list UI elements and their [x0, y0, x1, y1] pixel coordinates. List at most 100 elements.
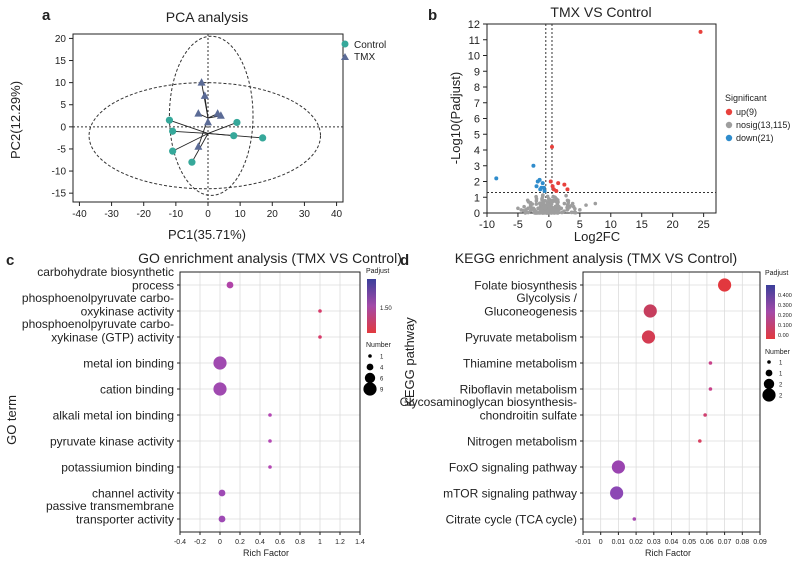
volcano-legend-title: Significant: [725, 93, 767, 103]
kegg-color-legend-title: Padjust: [765, 270, 788, 277]
pca-xtick-label: 0: [205, 209, 211, 220]
volcano-ytick-label: 5: [474, 129, 480, 141]
kegg-size-legend-dot: [765, 369, 773, 377]
volcano-ytick-label: 6: [474, 114, 480, 126]
volcano-nosig-point: [531, 206, 536, 211]
volcano-nosig-point: [584, 203, 588, 207]
go-xtick-label: 0.6: [275, 539, 285, 546]
pca-xtick-label: 40: [331, 209, 343, 220]
go-xtick-label: -0.4: [174, 539, 186, 546]
kegg-color-tick: 0.200: [778, 313, 792, 319]
pca-xtick-label: -20: [136, 209, 151, 220]
pca-control-point: [169, 127, 177, 135]
pca-legend-control-marker: [341, 40, 349, 48]
go-size-legend-dot: [363, 382, 377, 396]
volcano-xlabel: Log2FC: [574, 229, 620, 244]
kegg-term-label: Glycosaminoglycan biosynthesis-: [400, 395, 577, 409]
volcano-nosig-point: [532, 211, 537, 215]
go-bubble: [268, 465, 272, 469]
kegg-title: KEGG enrichment analysis (TMX VS Control…: [455, 250, 737, 266]
go-bubble: [318, 309, 322, 313]
volcano-xtick-label: -10: [479, 219, 495, 231]
volcano-nosig-point: [578, 208, 582, 212]
volcano-up-point: [565, 187, 570, 192]
kegg-color-ticks: 0.400 0.300 0.200 0.100 0.00: [778, 293, 792, 339]
go-xtick-label: 1.2: [335, 539, 345, 546]
go-term-label: alkali metal ion binding: [53, 409, 174, 423]
go-ylabel: GO term: [4, 395, 19, 445]
volcano-legend: Significant up(9) nosig(13,115) down(21): [725, 93, 790, 143]
kegg-color-tick: 0.400: [778, 293, 792, 299]
volcano-nosig-point: [571, 204, 576, 209]
kegg-size-legend-label: 1: [779, 372, 783, 378]
volcano-nosig-point: [522, 204, 526, 209]
go-xtick-label: 0: [218, 539, 222, 546]
volcano-down-point: [541, 185, 546, 190]
pca-tmx-point: [204, 117, 212, 126]
kegg-xtick-label: 0: [599, 539, 603, 546]
go-color-bar: [367, 279, 376, 333]
go-color-legend-title: Padjust: [366, 268, 389, 275]
kegg-term-label: Thiamine metabolism: [463, 357, 577, 371]
panel-letter-c: c: [6, 252, 14, 269]
pca-xtick-label: 30: [299, 209, 311, 220]
panel-letter-a: a: [42, 7, 51, 24]
go-xlabel: Rich Factor: [243, 548, 289, 558]
pca-ytick-label: 15: [55, 56, 67, 67]
go-grid: [179, 272, 361, 532]
kegg-bubble: [611, 460, 626, 474]
go-term-label: phosphoenolpyruvate carbo-: [22, 291, 174, 305]
go-xtick-label: -0.2: [194, 539, 206, 546]
pca-control-point: [230, 132, 238, 140]
go-term-label: xykinase (GTP) activity: [51, 331, 174, 345]
volcano-xtick-label: 10: [605, 219, 617, 231]
pca-xtick-label: -10: [169, 209, 184, 220]
volcano-xtick-label: 25: [697, 219, 709, 231]
volcano-up-point: [562, 182, 567, 187]
volcano-ytick-label: 1: [474, 192, 480, 204]
kegg-size-legend-label: 1: [779, 361, 783, 367]
kegg-term-label: Folate biosynthesis: [474, 279, 577, 293]
kegg-xtick-label: 0.09: [753, 539, 767, 546]
go-xtick-label: 1.4: [355, 539, 365, 546]
go-term-label: potassiumion binding: [61, 461, 174, 475]
volcano-ytick-label: 8: [474, 82, 480, 94]
pca-ylabel: PC2(12.29%): [8, 81, 23, 159]
pca-tmx-point: [216, 111, 225, 119]
kegg-size-legend-title: Number: [765, 349, 791, 356]
go-xtick-label: 0.2: [235, 539, 245, 546]
go-bubble: [213, 356, 227, 370]
go-term-label: transporter activity: [76, 513, 174, 527]
kegg-chart: KEGG enrichment analysis (TMX VS Control…: [400, 250, 792, 558]
kegg-bubble: [698, 439, 702, 443]
kegg-bubble: [641, 330, 656, 344]
kegg-xtick-label: 0.04: [665, 539, 679, 546]
volcano-nosig-point: [539, 211, 543, 215]
pca-legend-tmx-label: TMX: [354, 52, 375, 63]
kegg-size-legend-dot: [762, 388, 776, 402]
volcano-ytick-label: 3: [474, 161, 480, 173]
pca-xtick-label: -30: [104, 209, 119, 220]
volcano-nosig-point: [546, 208, 551, 213]
pca-spoke: [169, 119, 209, 134]
volcano-up-point: [548, 179, 553, 184]
kegg-xtick-label: 0.07: [718, 539, 732, 546]
kegg-color-legend: Padjust 0.400 0.300 0.200 0.100 0.00: [765, 270, 792, 339]
kegg-term-label: mTOR signaling pathway: [443, 487, 577, 501]
volcano-legend-nosig-label: nosig(13,115): [736, 120, 790, 130]
kegg-term-label: Glycolysis /: [516, 291, 577, 305]
kegg-bubble: [632, 517, 637, 521]
volcano-nosig-point: [570, 201, 575, 206]
volcano-ytick-label: 0: [474, 208, 480, 220]
go-bubble: [218, 515, 226, 523]
volcano-nosig-point: [546, 204, 551, 208]
pca-control-point: [259, 134, 267, 142]
kegg-size-legend: Number 1 1 2 2: [762, 349, 791, 402]
pca-legend-control-label: Control: [354, 40, 386, 51]
kegg-axes: -0.01 0 0.01 0.02 0.03 0.04 0.05 0.06 0.07 0.08 0.…: [575, 271, 767, 546]
volcano-legend-up-marker: [725, 108, 733, 116]
pca-control-ellipse: [88, 82, 322, 190]
kegg-term-label: Citrate cycle (TCA cycle): [446, 513, 577, 527]
go-size-legend-dot: [364, 372, 376, 384]
